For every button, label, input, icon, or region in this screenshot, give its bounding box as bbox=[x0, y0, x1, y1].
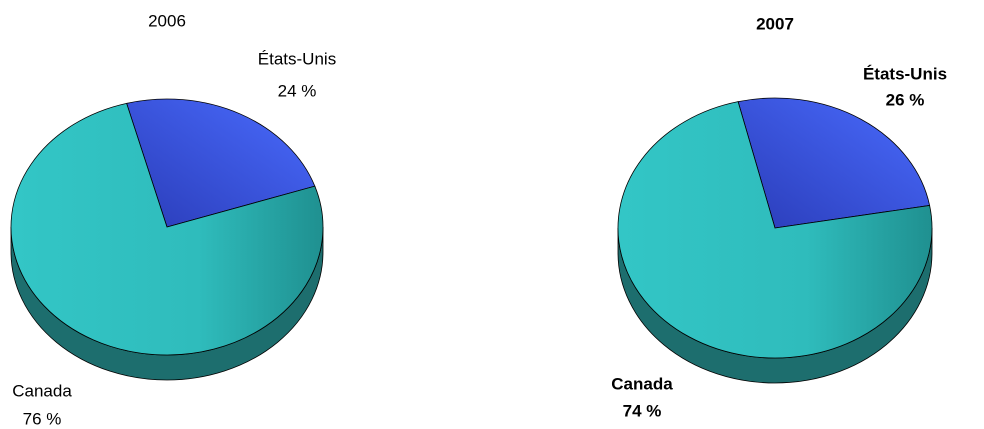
pie-slice bbox=[126, 98, 316, 228]
slice-label: États-Unis bbox=[258, 49, 336, 68]
pie-slice bbox=[10, 102, 324, 356]
slice-value-label: 76 % bbox=[23, 409, 62, 428]
slice-value-label: 74 % bbox=[623, 401, 662, 420]
slice-label: Canada bbox=[12, 381, 72, 400]
slice-value-label: 26 % bbox=[886, 90, 925, 109]
pie-chart: 2007 États-Unis 26 % Canada 74 % bbox=[611, 14, 947, 420]
slice-label: Canada bbox=[611, 374, 673, 393]
pie-chart: 2006 États-Unis 24 % Canada 76 % bbox=[10, 11, 336, 428]
slice-label: États-Unis bbox=[863, 64, 947, 83]
chart-title: 2006 bbox=[148, 11, 186, 30]
chart-title: 2007 bbox=[756, 14, 794, 33]
pie-slice bbox=[617, 101, 933, 359]
pie-slice bbox=[737, 97, 931, 229]
slice-value-label: 24 % bbox=[278, 81, 317, 100]
